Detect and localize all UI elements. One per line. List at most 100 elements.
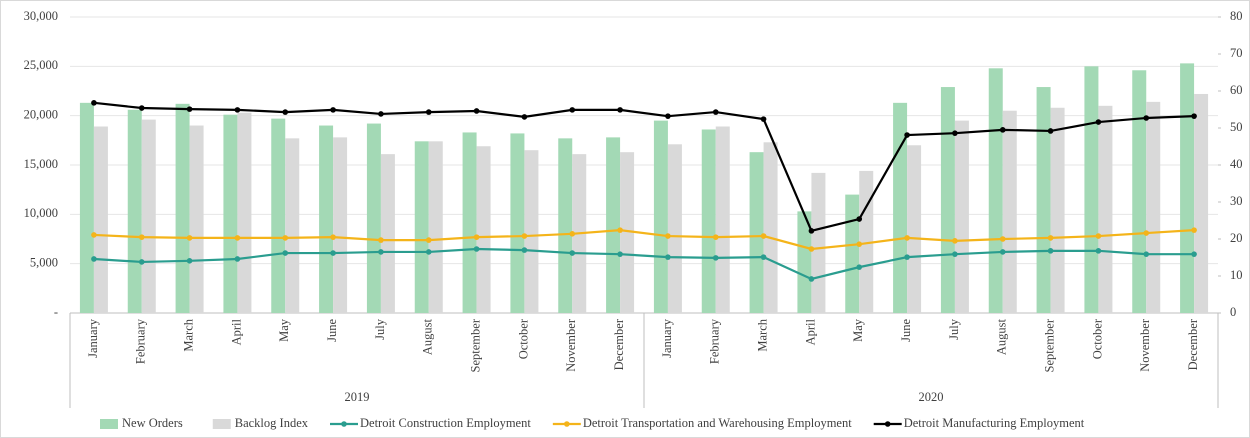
line-marker xyxy=(1047,128,1054,134)
line-marker xyxy=(425,237,432,243)
line-marker xyxy=(521,247,528,253)
bar xyxy=(524,150,539,313)
bar xyxy=(93,126,108,314)
bar xyxy=(1036,87,1051,313)
line-marker xyxy=(760,116,767,122)
bar xyxy=(271,118,286,313)
group-label: 2019 xyxy=(345,390,370,404)
line-marker xyxy=(1191,113,1197,119)
y-tick-label: 25,000 xyxy=(24,58,58,72)
group-label: 2020 xyxy=(919,390,944,404)
line-marker xyxy=(138,234,145,240)
bar xyxy=(1002,110,1017,313)
line-marker xyxy=(378,237,384,243)
legend-label: New Orders xyxy=(122,416,183,430)
bar xyxy=(1098,105,1113,313)
line-marker xyxy=(569,231,576,237)
line-marker xyxy=(569,107,576,113)
x-tick-label: October xyxy=(516,318,530,359)
bar xyxy=(141,119,156,313)
legend-label: Backlog Index xyxy=(235,416,309,430)
line-marker xyxy=(712,109,719,115)
x-tick-label: February xyxy=(134,318,148,364)
line-marker xyxy=(234,235,241,241)
line-marker xyxy=(760,233,767,239)
x-tick-label: August xyxy=(421,318,435,355)
line-marker xyxy=(282,250,289,256)
line-marker xyxy=(378,249,384,255)
line-marker xyxy=(234,107,241,113)
y-tick-label: 10,000 xyxy=(24,206,58,220)
bar xyxy=(620,152,635,313)
line-marker xyxy=(952,130,958,136)
bar xyxy=(845,194,860,313)
line-marker xyxy=(856,264,863,270)
line-marker xyxy=(1095,119,1102,125)
line-marker xyxy=(617,107,623,113)
line-marker xyxy=(808,228,815,234)
line-marker xyxy=(425,109,432,115)
line-marker xyxy=(999,127,1006,133)
line-marker xyxy=(282,235,289,241)
y-tick-label: - xyxy=(54,305,58,319)
x-tick-label: February xyxy=(708,318,722,364)
line-marker xyxy=(999,249,1006,255)
bar xyxy=(859,170,874,313)
bar xyxy=(428,141,443,313)
y-tick-label: 20,000 xyxy=(24,108,58,122)
line-marker xyxy=(91,232,97,238)
line-marker xyxy=(1143,230,1150,236)
legend-swatch xyxy=(100,419,118,429)
x-tick-label: July xyxy=(373,318,387,340)
line-marker xyxy=(521,233,528,239)
y-tick-label: 15,000 xyxy=(24,157,58,171)
x-tick-label: January xyxy=(660,318,674,358)
line-marker xyxy=(1095,248,1102,254)
line-marker xyxy=(186,106,193,112)
x-tick-label: March xyxy=(181,318,195,351)
line-marker xyxy=(1191,251,1197,257)
legend-label: Detroit Transportation and Warehousing E… xyxy=(583,416,852,430)
line-marker xyxy=(473,108,480,114)
bar xyxy=(715,126,730,314)
x-tick-label: June xyxy=(899,319,913,342)
bar xyxy=(749,152,764,313)
x-tick-label: April xyxy=(229,318,243,345)
bar xyxy=(285,138,300,313)
line-marker xyxy=(904,132,910,138)
line-marker xyxy=(473,246,480,252)
y2-tick-label: 60 xyxy=(1230,83,1243,97)
line-marker xyxy=(330,107,336,113)
y2-tick-label: 70 xyxy=(1230,46,1243,60)
line-marker xyxy=(1047,248,1054,254)
line-marker xyxy=(138,105,145,111)
bar xyxy=(1050,107,1065,313)
line-marker xyxy=(521,114,528,120)
x-tick-label: November xyxy=(1138,318,1152,372)
x-tick-label: October xyxy=(1090,318,1104,359)
line-marker xyxy=(1095,233,1102,239)
bar xyxy=(1194,93,1209,314)
line-marker xyxy=(617,251,623,257)
line-marker xyxy=(856,216,863,222)
line-marker xyxy=(234,256,241,262)
line-marker xyxy=(999,236,1006,242)
bar xyxy=(1146,101,1161,313)
bar xyxy=(988,68,1003,313)
x-tick-label: May xyxy=(851,318,865,342)
line-marker xyxy=(1047,235,1054,241)
line-marker xyxy=(617,227,623,233)
bar xyxy=(79,102,94,313)
line-marker xyxy=(904,254,910,260)
line-marker xyxy=(425,249,432,255)
bar xyxy=(940,87,955,313)
bar xyxy=(175,103,190,314)
line-marker xyxy=(138,259,145,265)
line-marker xyxy=(330,234,336,240)
line-marker xyxy=(760,254,767,260)
line xyxy=(93,229,1195,251)
legend-swatch xyxy=(212,419,231,429)
line-marker xyxy=(91,256,97,262)
line-marker xyxy=(330,250,336,256)
